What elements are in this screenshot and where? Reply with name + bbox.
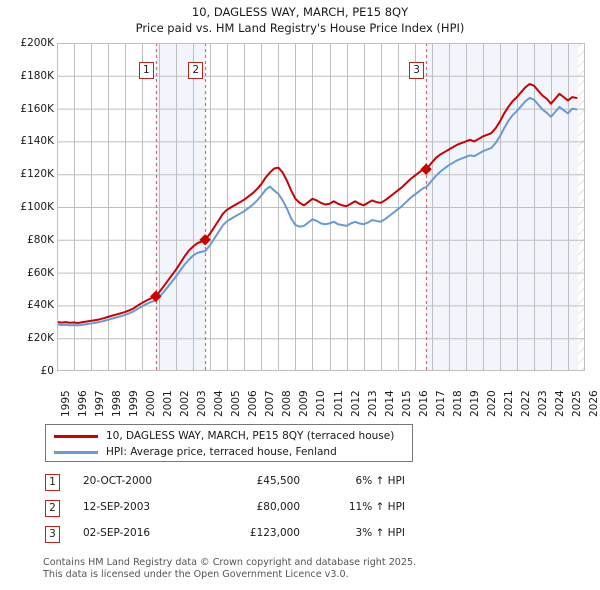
transactions-table: 1 20-OCT-2000 £45,500 6% ↑ HPI 2 12-SEP-… [45, 472, 465, 550]
series-lines [57, 83, 578, 327]
x-tick-label: 1999 [128, 390, 141, 417]
txn-date: 12-SEP-2003 [83, 501, 151, 513]
legend-swatch-hpi [54, 451, 98, 454]
txn-date: 20-OCT-2000 [83, 475, 152, 487]
event-marker-2: 2 [188, 62, 204, 79]
x-tick-label: 2021 [502, 390, 515, 417]
x-axis-labels: 1995 1996 1997 1998 1999 2000 2001 2002 2003 2004… [57, 373, 600, 419]
txn-hpi-delta: 6% ↑ HPI [355, 475, 405, 487]
chart-title-block: 10, DAGLESS WAY, MARCH, PE15 8QY Price p… [0, 4, 600, 36]
x-tick-label: 2020 [485, 390, 498, 417]
event-marker-1: 1 [138, 62, 154, 79]
event-lines [155, 43, 428, 371]
txn-hpi-delta: 11% ↑ HPI [348, 501, 405, 513]
x-tick-label: 2006 [247, 390, 260, 417]
x-tick-label: 2018 [451, 390, 464, 417]
x-tick-label: 2003 [196, 390, 209, 417]
x-tick-label: 2007 [264, 390, 277, 417]
x-tick-label: 2000 [145, 390, 158, 417]
txn-price: £123,000 [249, 527, 300, 539]
y-tick-label: £160K [20, 102, 54, 115]
page-subtitle: Price paid vs. HM Land Registry's House … [135, 21, 465, 35]
page-title: 10, DAGLESS WAY, MARCH, PE15 8QY [191, 5, 409, 19]
x-tick-label: 2001 [162, 390, 175, 417]
x-tick-label: 2008 [281, 390, 294, 417]
footer: Contains HM Land Registry data © Crown c… [43, 557, 583, 580]
txn-price: £45,500 [256, 475, 300, 487]
event-marker-3: 3 [409, 62, 425, 79]
y-axis-labels: £0 £20K £40K £60K £80K £100K £120K £140K £160K £1… [0, 38, 54, 377]
x-tick-label: 2026 [588, 390, 600, 417]
txn-date: 02-SEP-2016 [83, 527, 151, 539]
x-tick-label: 2017 [434, 390, 447, 417]
x-tick-label: 2015 [400, 390, 413, 417]
x-tick-label: 2014 [383, 390, 396, 417]
x-tick-label: 1997 [94, 390, 107, 417]
y-tick-label: £0 [40, 365, 54, 377]
y-tick-label: £40K [27, 299, 54, 312]
txn-index-badge: 3 [45, 526, 60, 543]
event-points [150, 163, 432, 303]
x-tick-label: 2011 [332, 390, 345, 417]
x-tick-label: 2024 [553, 390, 566, 417]
x-tick-label: 2013 [366, 390, 379, 417]
footer-copyright: Contains HM Land Registry data © Crown c… [43, 557, 417, 568]
y-tick-label: £80K [27, 233, 54, 246]
x-tick-label: 2010 [315, 390, 328, 417]
x-tick-label: 2016 [417, 390, 430, 417]
txn-index-badge: 2 [45, 500, 60, 517]
y-tick-label: £140K [20, 135, 54, 148]
y-tick-label: £60K [27, 266, 54, 279]
table-row: 3 02-SEP-2016 £123,000 3% ↑ HPI [45, 524, 465, 550]
y-tick-label: £180K [20, 69, 54, 82]
x-tick-label: 2005 [230, 390, 243, 417]
y-tick-label: £20K [27, 332, 54, 345]
chart-legend: 10, DAGLESS WAY, MARCH, PE15 8QY (terrac… [45, 424, 413, 462]
chart-svg [57, 43, 585, 371]
x-tick-label: 2004 [213, 390, 226, 417]
y-tick-label: £100K [20, 201, 54, 213]
legend-swatch-price-paid [54, 435, 98, 438]
y-tick-label: £120K [20, 168, 54, 181]
x-tick-label: 2009 [298, 390, 311, 417]
x-tick-label: 2019 [468, 390, 481, 417]
legend-label-price-paid: 10, DAGLESS WAY, MARCH, PE15 8QY (terrac… [106, 430, 395, 442]
legend-label-hpi: HPI: Average price, terraced house, Fenl… [106, 446, 337, 458]
x-tick-label: 2023 [536, 390, 549, 417]
footer-licence: This data is licensed under the Open Gov… [43, 568, 349, 580]
x-tick-label: 2002 [179, 390, 192, 417]
txn-hpi-delta: 3% ↑ HPI [355, 527, 405, 539]
x-tick-label: 2012 [349, 390, 362, 417]
x-tick-label: 2022 [519, 390, 532, 417]
x-tick-label: 2025 [570, 390, 583, 417]
x-tick-label: 1995 [60, 390, 72, 417]
x-tick-label: 1996 [77, 390, 90, 417]
txn-price: £80,000 [256, 501, 300, 513]
txn-index-badge: 1 [45, 474, 60, 491]
table-row: 2 12-SEP-2003 £80,000 11% ↑ HPI [45, 498, 465, 524]
table-row: 1 20-OCT-2000 £45,500 6% ↑ HPI [45, 472, 465, 498]
x-tick-label: 1998 [111, 390, 124, 417]
y-tick-label: £200K [20, 37, 54, 49]
plot-area: 1 2 3 [57, 43, 585, 371]
